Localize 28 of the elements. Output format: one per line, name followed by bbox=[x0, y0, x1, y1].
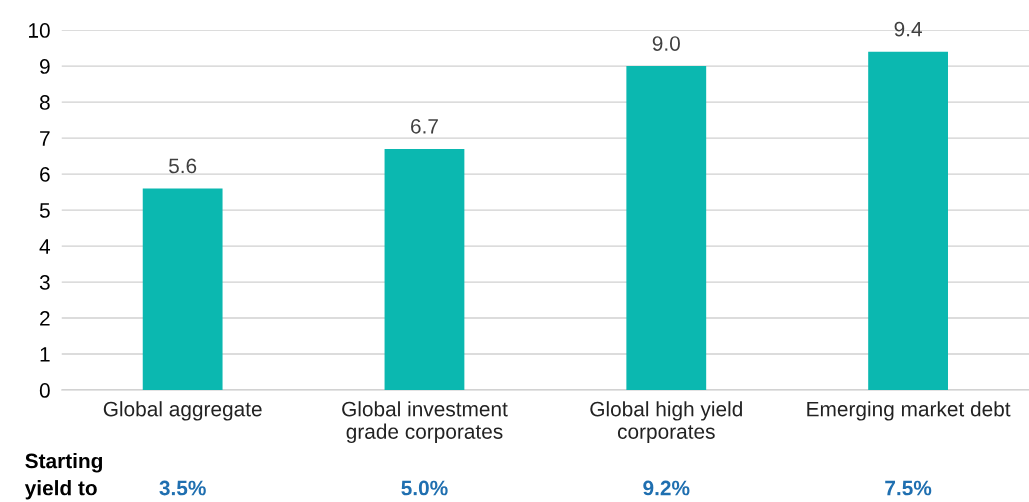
x-tick-label: Global investment grade corporates bbox=[342, 401, 508, 444]
data-label: 6.7 bbox=[411, 118, 438, 134]
y-tick-label: 10 bbox=[29, 23, 50, 38]
data-label: 5.6 bbox=[169, 158, 197, 174]
data-label: 9.4 bbox=[894, 21, 922, 37]
text: 3.5% bbox=[159, 480, 206, 496]
text: 5.0% bbox=[401, 480, 448, 496]
text: 9.2% bbox=[643, 480, 690, 496]
y-tick-label: 5 bbox=[39, 203, 50, 218]
y-tick-label: 3 bbox=[39, 275, 50, 290]
bar bbox=[384, 148, 465, 391]
y-tick-label: 1 bbox=[40, 347, 50, 362]
x-tick-label: Global aggregate bbox=[103, 401, 262, 421]
y-tick-label: 9 bbox=[40, 59, 50, 74]
x-tick-label: Global high yield corporates bbox=[590, 401, 742, 444]
y-tick-label: 4 bbox=[39, 239, 51, 254]
bar bbox=[868, 51, 948, 391]
y-tick-label: 7 bbox=[40, 131, 50, 146]
y-tick-label: 0 bbox=[39, 383, 50, 398]
data-label: 9.0 bbox=[652, 36, 680, 51]
y-tick-label: 6 bbox=[40, 167, 50, 182]
text: 7.5% bbox=[885, 480, 932, 496]
x-tick-label: Emerging market debt bbox=[807, 401, 1011, 421]
y-tick-label: 8 bbox=[39, 95, 50, 110]
bar bbox=[142, 188, 223, 391]
text: Starting yield to bbox=[24, 453, 103, 500]
y-tick-label: 2 bbox=[40, 311, 50, 326]
bar bbox=[626, 66, 707, 391]
